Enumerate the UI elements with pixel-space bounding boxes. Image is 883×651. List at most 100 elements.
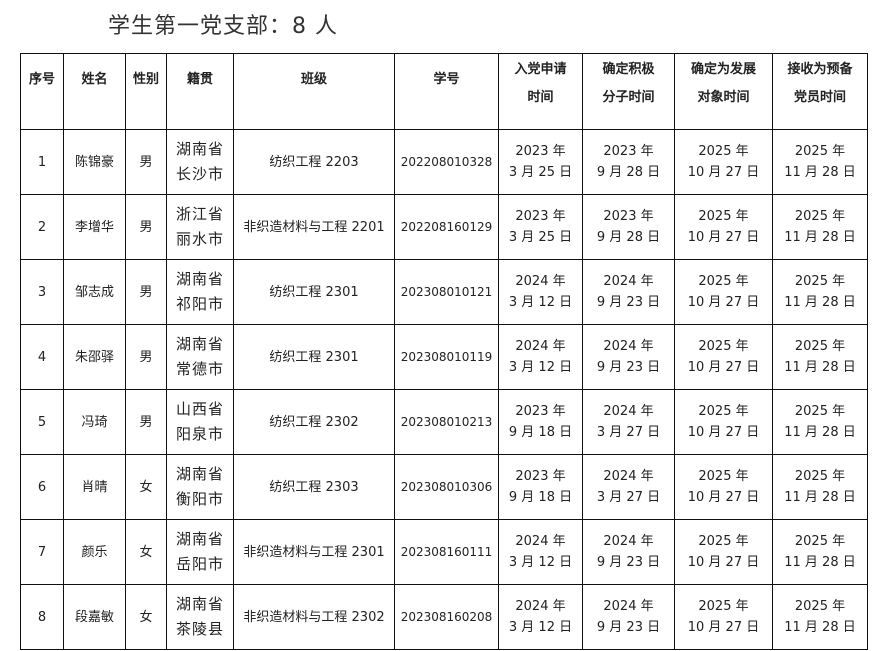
cell-apply-line: 9 月 18 日: [508, 490, 573, 505]
cell-id: 202308160111: [394, 519, 499, 585]
cell-candidate-line: 10 月 27 日: [687, 490, 760, 505]
cell-probationary: 2025 年 11 月 28 日: [772, 324, 868, 390]
header-no: 序号: [20, 53, 64, 130]
cell-candidate: 2025 年 10 月 27 日: [674, 519, 773, 585]
cell-activist: 2024 年 9 月 23 日: [582, 324, 675, 390]
cell-gender: 男: [125, 389, 167, 455]
cell-activist: 2023 年 9 月 28 日: [582, 129, 675, 195]
cell-name: 颜乐: [63, 519, 126, 585]
header-gender: 性别: [125, 53, 167, 130]
cell-probationary-line: 2025 年: [794, 274, 846, 289]
member-table: 序号 姓名 性别 籍贯 班级 学号 入党申请 时间 确定积极 分子时间 确定为发展 对象时间 接收…: [20, 53, 868, 650]
cell-class: 非织造材料与工程 2301: [233, 519, 395, 585]
cell-apply-line: 2024 年: [515, 339, 566, 354]
cell-apply-line: 2023 年: [515, 404, 566, 419]
table-row: 3 邹志成男湖南省 祁阳市 纺织工程 2301 202308010121 2024 年 3 …: [20, 259, 868, 325]
cell-apply-line: 3 月 12 日: [508, 360, 573, 375]
cell-probationary: 2025 年 11 月 28 日: [772, 519, 868, 585]
cell-candidate-line: 2025 年: [698, 209, 749, 224]
header-probationary: 接收为预备 党员时间: [772, 53, 868, 130]
cell-apply: 2023 年 3 月 25 日: [498, 129, 583, 195]
header-label: 性别: [132, 72, 159, 87]
cell-probationary-line: 2025 年: [794, 534, 846, 549]
cell-origin: 湖南省 茶陵县: [166, 584, 234, 650]
cell-probationary-line: 2025 年: [794, 144, 846, 159]
cell-id: 202208160129: [394, 194, 499, 260]
cell-apply-line: 2023 年: [515, 144, 566, 159]
cell-apply-line: 2023 年: [515, 469, 566, 484]
cell-apply: 2023 年 9 月 18 日: [498, 389, 583, 455]
cell-name: 李增华: [63, 194, 126, 260]
cell-apply: 2023 年 3 月 25 日: [498, 194, 583, 260]
cell-candidate-line: 10 月 27 日: [687, 555, 760, 570]
header-label: 姓名: [81, 72, 108, 87]
cell-gender: 男: [125, 259, 167, 325]
header-row: 序号 姓名 性别 籍贯 班级 学号 入党申请 时间 确定积极 分子时间 确定为发展 对象时间 接收…: [20, 53, 868, 130]
cell-origin-line: 浙江省: [175, 205, 224, 223]
cell-apply-line: 9 月 18 日: [508, 425, 573, 440]
header-class: 班级: [233, 53, 395, 130]
cell-candidate: 2025 年 10 月 27 日: [674, 389, 773, 455]
cell-apply: 2024 年 3 月 12 日: [498, 324, 583, 390]
cell-activist: 2024 年 3 月 27 日: [582, 389, 675, 455]
cell-gender: 男: [125, 324, 167, 390]
cell-name: 冯琦: [63, 389, 126, 455]
cell-class: 纺织工程 2203: [233, 129, 395, 195]
table-row: 8 段嘉敏女湖南省 茶陵县 非织造材料与工程 2302 202308160208 2024…: [20, 584, 868, 650]
cell-apply-line: 3 月 12 日: [508, 295, 573, 310]
cell-probationary-line: 11 月 28 日: [784, 360, 856, 375]
cell-origin-line: 岳阳市: [175, 555, 224, 573]
cell-probationary: 2025 年 11 月 28 日: [772, 194, 868, 260]
cell-probationary-line: 11 月 28 日: [784, 295, 856, 310]
cell-activist-line: 2024 年: [603, 469, 654, 484]
cell-activist: 2024 年 3 月 27 日: [582, 454, 675, 520]
cell-origin-line: 衡阳市: [175, 490, 224, 508]
cell-activist-line: 2024 年: [603, 339, 654, 354]
header-candidate: 确定为发展 对象时间: [674, 53, 773, 130]
cell-origin-line: 常德市: [175, 360, 224, 378]
cell-origin-line: 湖南省: [175, 140, 224, 158]
cell-candidate-line: 10 月 27 日: [687, 295, 760, 310]
cell-probationary-line: 11 月 28 日: [784, 620, 856, 635]
cell-id: 202208010328: [394, 129, 499, 195]
cell-class: 纺织工程 2301: [233, 324, 395, 390]
cell-origin: 湖南省 祁阳市: [166, 259, 234, 325]
cell-activist-line: 9 月 23 日: [596, 360, 661, 375]
header-label: 确定为发展 对象时间: [690, 62, 756, 105]
header-label: 学号: [433, 72, 460, 87]
cell-probationary: 2025 年 11 月 28 日: [772, 389, 868, 455]
cell-no: 1: [20, 129, 64, 195]
cell-probationary: 2025 年 11 月 28 日: [772, 584, 868, 650]
cell-origin: 浙江省 丽水市: [166, 194, 234, 260]
header-label: 班级: [300, 72, 327, 87]
table-row: 5 冯琦男山西省 阳泉市 纺织工程 2302 202308010213 2023 年 9 月…: [20, 389, 868, 455]
cell-origin-line: 长沙市: [175, 165, 224, 183]
cell-probationary-line: 11 月 28 日: [784, 230, 856, 245]
cell-probationary-line: 11 月 28 日: [784, 165, 856, 180]
cell-name: 邹志成: [63, 259, 126, 325]
cell-origin: 湖南省 衡阳市: [166, 454, 234, 520]
cell-activist: 2023 年 9 月 28 日: [582, 194, 675, 260]
cell-origin-line: 湖南省: [175, 335, 224, 353]
cell-activist-line: 2023 年: [603, 144, 654, 159]
cell-apply-line: 3 月 12 日: [508, 555, 573, 570]
cell-activist-line: 2024 年: [603, 534, 654, 549]
cell-class: 纺织工程 2301: [233, 259, 395, 325]
cell-no: 4: [20, 324, 64, 390]
cell-apply-line: 2024 年: [515, 274, 566, 289]
cell-name: 肖晴: [63, 454, 126, 520]
header-id: 学号: [394, 53, 499, 130]
cell-probationary-line: 2025 年: [794, 404, 846, 419]
cell-candidate-line: 2025 年: [698, 274, 749, 289]
cell-id: 202308160208: [394, 584, 499, 650]
cell-candidate-line: 2025 年: [698, 339, 749, 354]
cell-activist-line: 9 月 23 日: [596, 620, 661, 635]
cell-apply-line: 3 月 25 日: [508, 165, 573, 180]
cell-class: 非织造材料与工程 2201: [233, 194, 395, 260]
cell-apply-line: 2024 年: [515, 599, 566, 614]
cell-activist: 2024 年 9 月 23 日: [582, 259, 675, 325]
cell-candidate: 2025 年 10 月 27 日: [674, 259, 773, 325]
cell-id: 202308010121: [394, 259, 499, 325]
cell-no: 7: [20, 519, 64, 585]
cell-origin-line: 湖南省: [175, 270, 224, 288]
